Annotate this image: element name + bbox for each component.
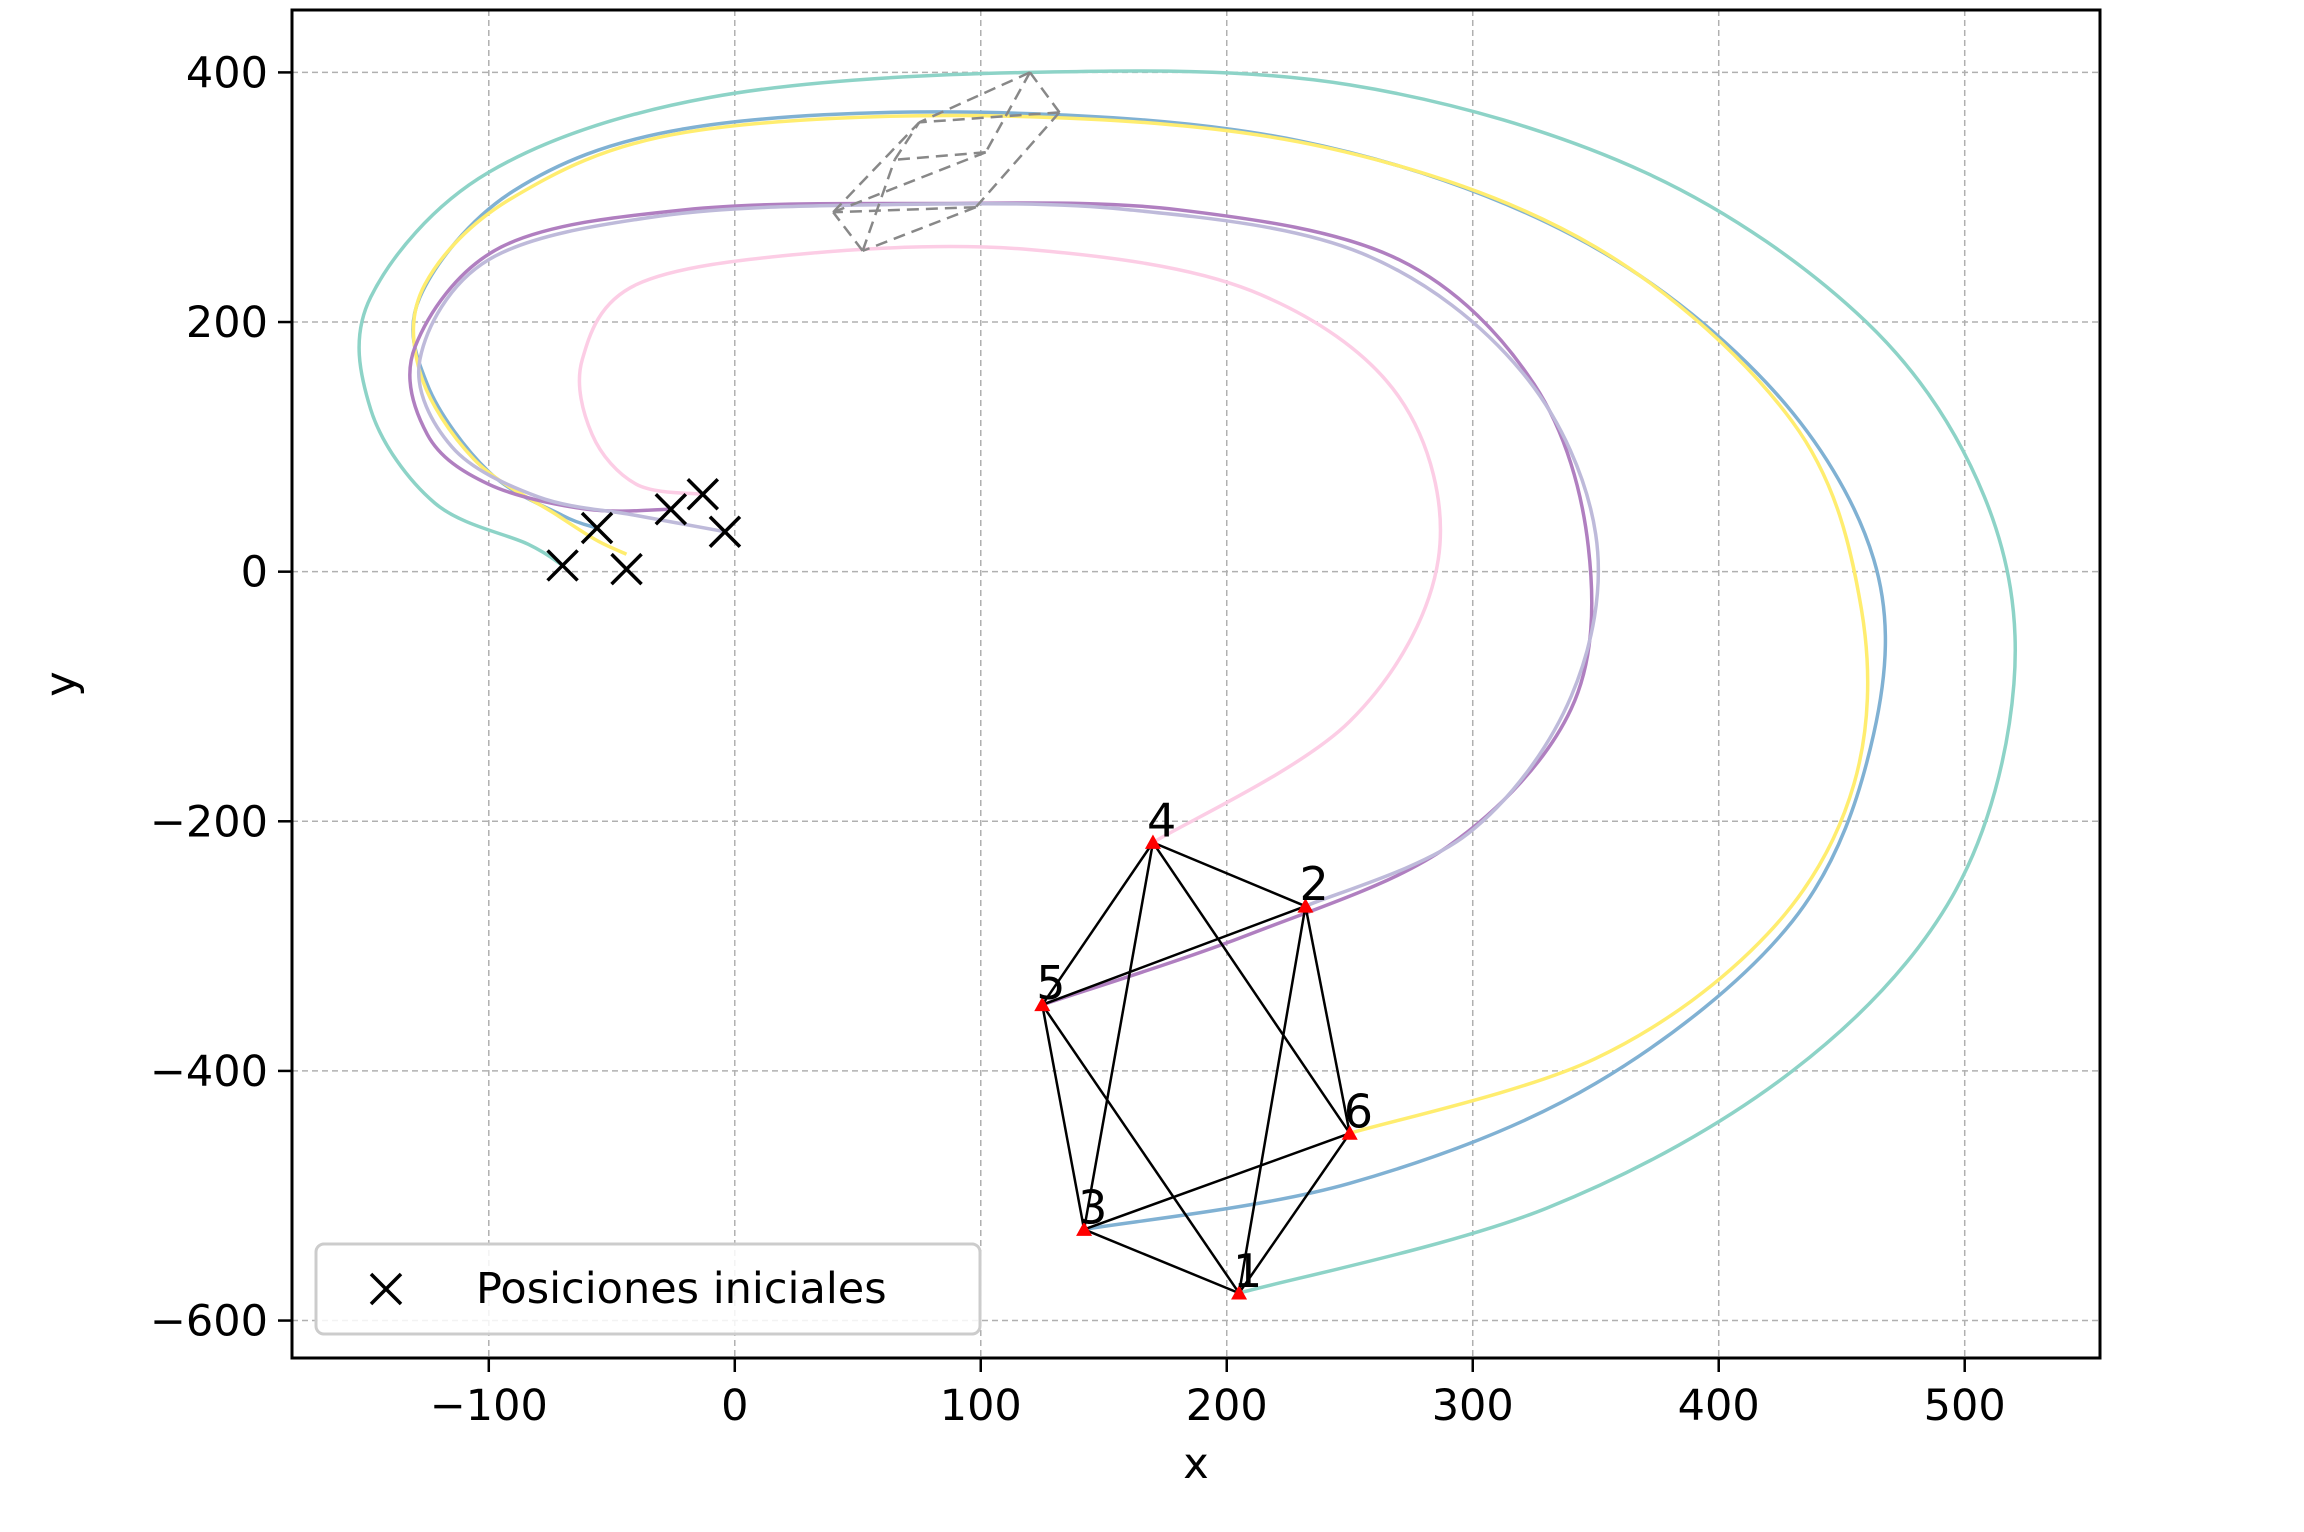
marker-stroke [369, 1272, 403, 1306]
node-label-6: 6 [1344, 1084, 1373, 1138]
x-tick-label: 200 [1186, 1381, 1268, 1431]
marker-stroke [654, 493, 688, 526]
edge-4-2 [1152, 841, 1306, 908]
edge-2-1 [1237, 905, 1307, 1294]
edge-3-1 [1083, 1228, 1240, 1295]
dashed-edge [833, 205, 976, 214]
edge-6-1 [1238, 1132, 1351, 1294]
trajectory-line-4 [408, 201, 1594, 1007]
x-tick-label: 100 [940, 1381, 1022, 1431]
x-tick-label: 0 [721, 1381, 748, 1431]
marker-stroke [580, 511, 614, 545]
y-tick-label: 200 [186, 298, 268, 348]
initial-position-marker-4 [654, 493, 688, 526]
dashed-edge [832, 121, 921, 214]
trajectory-line-5 [417, 201, 1601, 908]
axis-ticks: −100 0 100 200 300 400 500 400 200 0 −200 −400 −600 [150, 48, 2006, 1431]
grid [292, 10, 2100, 1358]
node-marker-2 [1297, 898, 1314, 913]
dashed-edge [984, 71, 1032, 153]
node-label-2: 2 [1299, 857, 1328, 911]
y-tick-label: 0 [241, 548, 268, 598]
node-marker-4 [1144, 834, 1161, 849]
dashed-formation [832, 71, 1061, 253]
trajectory-line-2 [411, 110, 1888, 1232]
y-axis-label: y [36, 671, 86, 696]
x-tick-label: 500 [1924, 1381, 2006, 1431]
formation-nodes: 1 2 3 4 5 6 [1034, 794, 1373, 1300]
legend-box [314, 1242, 982, 1336]
dashed-edge [861, 159, 896, 252]
edge-3-6 [1083, 1132, 1351, 1231]
marker-stroke [610, 552, 643, 586]
legend-entry-posiciones-iniciales: Posiciones iniciales [476, 1264, 887, 1314]
node-marker-6 [1341, 1125, 1358, 1140]
node-label-1: 1 [1233, 1244, 1262, 1298]
x-tick-label: −100 [430, 1381, 548, 1431]
legend-x-glyph [369, 1272, 403, 1306]
edge-4-5 [1041, 841, 1154, 1006]
edge-4-3 [1082, 842, 1155, 1230]
trajectory-series [357, 69, 2017, 1295]
edge-2-6 [1304, 905, 1351, 1134]
dashed-edge [974, 111, 1061, 209]
marker-stroke [708, 515, 742, 548]
marker-stroke [686, 478, 720, 511]
initial-position-marker-2 [580, 511, 614, 545]
x-tick-label: 300 [1432, 1381, 1514, 1431]
initial-position-marker-5 [686, 478, 720, 511]
edge-5-3 [1041, 1004, 1086, 1230]
dashed-edge [919, 111, 1060, 124]
y-tick-label: −200 [150, 797, 268, 847]
dashed-edge [832, 151, 987, 214]
dashed-edge [894, 151, 986, 162]
dashed-edge [832, 211, 864, 252]
initial-position-markers [546, 478, 742, 586]
y-tick-label: −400 [150, 1047, 268, 1097]
dashed-edge [918, 71, 1031, 124]
x-axis-label: x [1183, 1439, 1208, 1489]
trajectory-line-3 [411, 113, 1870, 1135]
initial-position-marker-1 [546, 549, 579, 582]
x-tick-label: 400 [1678, 1381, 1760, 1431]
edge-5-1 [1041, 1004, 1241, 1294]
node-label-3: 3 [1078, 1180, 1107, 1234]
node-marker-3 [1076, 1221, 1093, 1236]
node-label-4: 4 [1147, 794, 1176, 848]
dashed-edge [1028, 71, 1061, 114]
y-tick-label: 400 [186, 48, 268, 98]
node-marker-1 [1231, 1285, 1248, 1300]
legend: Posiciones iniciales [314, 1242, 982, 1336]
edge-4-6 [1151, 841, 1351, 1135]
legend-marker-x [369, 1272, 403, 1306]
trajectory-line-6 [577, 244, 1443, 844]
trajectory-line-1 [357, 69, 2017, 1295]
dashed-edge [862, 206, 977, 253]
node-marker-5 [1034, 996, 1051, 1012]
y-tick-label: −600 [150, 1297, 268, 1347]
initial-position-marker-6 [708, 515, 742, 548]
plot-frame [290, 8, 2102, 1360]
node-label-5: 5 [1036, 956, 1065, 1010]
formation-edges [1041, 841, 1351, 1295]
marker-stroke [546, 549, 579, 582]
dashed-edge [893, 121, 921, 161]
initial-position-marker-3 [610, 552, 643, 586]
edge-2-5 [1041, 904, 1306, 1006]
